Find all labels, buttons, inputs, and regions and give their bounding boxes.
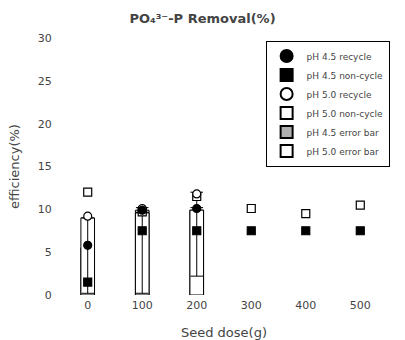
svg-text:25: 25 bbox=[38, 75, 52, 88]
svg-text:PO₄³⁻-P Removal(%): PO₄³⁻-P Removal(%) bbox=[129, 11, 275, 26]
svg-text:Seed dose(g): Seed dose(g) bbox=[181, 325, 267, 340]
svg-text:10: 10 bbox=[38, 203, 52, 216]
svg-text:15: 15 bbox=[38, 160, 52, 173]
svg-text:100: 100 bbox=[132, 299, 153, 312]
svg-text:efficiency(%): efficiency(%) bbox=[7, 124, 22, 209]
svg-text:pH 5.0 error bar: pH 5.0 error bar bbox=[307, 147, 379, 157]
svg-text:0: 0 bbox=[84, 299, 91, 312]
svg-text:pH 4.5 non-cycle: pH 4.5 non-cycle bbox=[307, 71, 383, 81]
svg-text:300: 300 bbox=[241, 299, 262, 312]
svg-text:400: 400 bbox=[295, 299, 316, 312]
svg-text:pH 4.5 error bar: pH 4.5 error bar bbox=[307, 128, 379, 138]
svg-text:200: 200 bbox=[186, 299, 207, 312]
svg-text:30: 30 bbox=[38, 32, 52, 45]
svg-text:5: 5 bbox=[45, 246, 52, 259]
svg-text:pH 5.0 recycle: pH 5.0 recycle bbox=[307, 90, 372, 100]
svg-text:500: 500 bbox=[350, 299, 371, 312]
svg-text:pH 5.0 non-cycle: pH 5.0 non-cycle bbox=[307, 109, 383, 119]
svg-text:20: 20 bbox=[38, 118, 52, 131]
svg-text:0: 0 bbox=[45, 289, 52, 302]
svg-text:pH 4.5 recycle: pH 4.5 recycle bbox=[307, 52, 372, 62]
